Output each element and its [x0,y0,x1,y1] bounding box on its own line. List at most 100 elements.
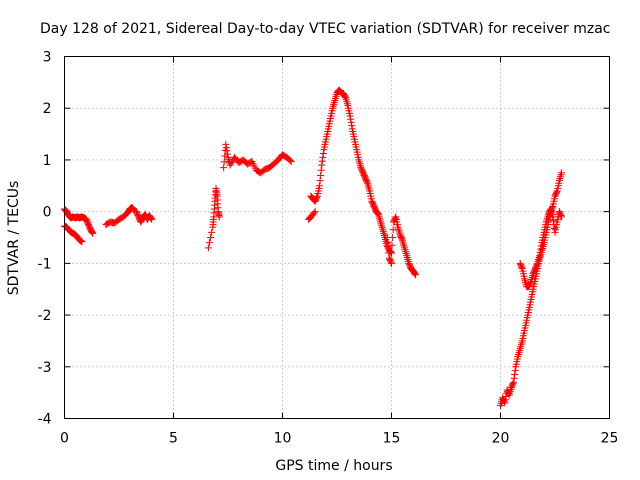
data-point [516,345,524,353]
data-point [348,122,356,130]
data-point [222,140,230,148]
axis-tick-labels: 0 5 10 15 20 25 -4 -3 -2 -1 0 1 2 3 [38,50,619,447]
data-point [365,183,373,191]
data-point [400,242,408,250]
x-tick-label: 20 [492,431,510,447]
data-point [347,115,355,123]
data-point [511,367,519,375]
data-point [549,217,557,225]
data-point [387,258,395,266]
data-point [378,224,386,232]
y-tick-label: -2 [38,308,52,324]
data-point [382,237,390,245]
data-point [510,378,518,386]
data-point [223,147,231,155]
data-point [317,171,325,179]
y-tick-label: 2 [43,101,52,117]
data-point [379,228,387,236]
x-tick-label: 0 [60,431,69,447]
data-point [411,271,419,279]
data-point [343,100,351,108]
data-point [377,220,385,228]
data-point [401,244,409,252]
data-point [356,160,364,168]
data-point [533,261,541,269]
data-point [224,153,232,161]
data-point [558,169,566,177]
y-tick-label: -3 [38,360,52,376]
y-tick-label: -4 [38,412,52,428]
data-point [222,144,230,152]
data-point [377,218,385,226]
data-point [518,339,526,347]
data-point [537,242,545,250]
data-point [537,245,545,253]
data-point [78,238,86,246]
data-point [378,222,386,230]
data-point [404,255,412,263]
data-point [363,178,371,186]
data-point [88,228,96,236]
chart-title: Day 128 of 2021, Sidereal Day-to-day VTE… [40,21,610,37]
data-point [399,240,407,248]
data-point [331,96,339,104]
data-point [380,230,388,238]
data-point [516,347,524,355]
data-point [319,149,327,157]
data-point [287,157,295,165]
x-tick-label: 25 [601,431,619,447]
data-point [395,225,403,233]
data-point [310,209,318,217]
data-point [89,229,97,237]
data-points [61,86,566,410]
data-point [403,254,411,262]
data-point [317,166,325,174]
data-point [376,216,384,224]
data-point [223,150,231,158]
data-point [511,371,519,379]
data-point [384,244,392,252]
axis-ticks [64,56,610,419]
data-point [389,226,397,234]
data-point [318,157,326,165]
data-point [536,248,544,256]
data-point [556,175,564,183]
data-point [514,351,522,359]
data-point [373,209,381,217]
data-point [536,252,544,260]
data-point [341,93,349,101]
y-tick-label: -1 [38,256,52,272]
x-tick-label: 15 [383,431,401,447]
data-point [410,269,418,277]
data-point [384,239,392,247]
data-point [365,185,373,193]
grid [64,56,610,419]
data-point [379,226,387,234]
y-tick-label: 1 [43,153,52,169]
data-point [347,118,355,126]
data-point [388,259,395,267]
data-point [402,248,410,256]
data-point [383,234,391,241]
data-point [147,214,155,222]
data-point [510,374,518,382]
data-point [402,250,410,258]
data-point [556,173,564,181]
data-point [518,263,526,271]
data-point [501,396,509,404]
data-point [501,399,509,407]
data-point [319,153,327,161]
data-point [395,227,403,235]
x-tick-label: 10 [274,431,292,447]
data-point [550,224,558,232]
y-axis-title: SDTVAR / TECUs [6,181,22,296]
data-point [557,171,565,179]
data-point [316,177,324,185]
data-point [355,158,363,166]
data-point [331,95,339,103]
data-point [515,349,523,357]
data-point [388,241,396,249]
data-point [311,208,319,216]
data-point [204,244,212,252]
